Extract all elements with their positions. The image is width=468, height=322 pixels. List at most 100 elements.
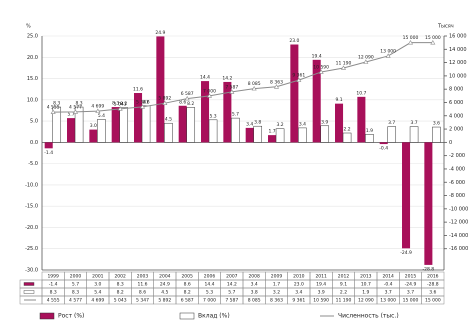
x-tick-label: 2002 bbox=[114, 274, 126, 280]
table-value: 4.5 bbox=[161, 290, 168, 296]
bar bbox=[134, 93, 143, 143]
bar bbox=[231, 117, 240, 143]
bar-value-label: 8.3 bbox=[112, 101, 119, 107]
line-marker bbox=[430, 40, 436, 45]
y2-tick-label: -14 000 bbox=[449, 233, 468, 239]
table-value: 8 085 bbox=[248, 298, 261, 304]
table-value: 9.1 bbox=[340, 282, 347, 288]
y-tick-label: -25.0 bbox=[25, 246, 38, 252]
table-value: 15 000 bbox=[425, 298, 441, 304]
table-value: 24.9 bbox=[160, 282, 170, 288]
legend-label: Рост (%) bbox=[58, 313, 84, 320]
table-value: 8.3 bbox=[72, 290, 79, 296]
table-value: 4 577 bbox=[69, 298, 82, 304]
bar-value-label: 3.0 bbox=[90, 123, 97, 129]
bar-value-label: 8.2 bbox=[187, 101, 194, 107]
x-tick-label: 2010 bbox=[293, 274, 305, 280]
bar bbox=[342, 132, 352, 143]
x-tick-label: 2004 bbox=[159, 274, 171, 280]
y-axis-label: % bbox=[26, 24, 31, 30]
bar bbox=[432, 126, 441, 143]
line-value-label: 13 000 bbox=[380, 48, 396, 54]
bar-value-label: 11.6 bbox=[133, 87, 143, 93]
y-tick-label: -20.0 bbox=[25, 225, 38, 231]
line-marker bbox=[95, 108, 101, 113]
line-marker bbox=[251, 86, 257, 91]
x-tick-label: 2011 bbox=[315, 274, 327, 280]
bar bbox=[52, 106, 62, 143]
line-value-label: 8 363 bbox=[270, 79, 283, 85]
legend-swatch bbox=[23, 282, 35, 286]
line-value-label: 5 347 bbox=[136, 99, 149, 105]
bar bbox=[312, 59, 321, 143]
table-value: 5.3 bbox=[206, 290, 213, 296]
legend-swatch bbox=[23, 290, 35, 294]
bar-value-label: 1.9 bbox=[366, 128, 373, 134]
bar-value-label: -1.4 bbox=[44, 150, 53, 156]
y-tick-label: -15.0 bbox=[25, 204, 38, 210]
line-value-label: 7 000 bbox=[203, 88, 216, 94]
table-value: -0.4 bbox=[384, 282, 393, 288]
bar-value-label: 5.7 bbox=[67, 112, 74, 118]
table-value: 14.4 bbox=[204, 282, 214, 288]
table-value: 3.4 bbox=[295, 290, 302, 296]
y2-tick-label: -2 000 bbox=[449, 153, 465, 159]
bar-value-label: 19.4 bbox=[312, 53, 322, 59]
table-value: 3.4 bbox=[251, 282, 258, 288]
line-marker bbox=[117, 106, 123, 111]
table-value: 5 043 bbox=[114, 298, 127, 304]
table-value: 15 000 bbox=[403, 298, 419, 304]
y2-tick-label: -16 000 bbox=[449, 246, 468, 252]
bar bbox=[186, 107, 196, 143]
line-marker bbox=[139, 104, 146, 109]
bar bbox=[44, 142, 53, 149]
table-value: 2.2 bbox=[340, 290, 347, 296]
x-tick-label: 2016 bbox=[427, 274, 439, 280]
line-value-label: 7 587 bbox=[225, 84, 238, 90]
y-tick-label: 20.0 bbox=[27, 55, 38, 61]
table-value: 8.6 bbox=[139, 290, 146, 296]
line-marker bbox=[206, 93, 213, 98]
bar-value-label: 8.3 bbox=[53, 101, 60, 107]
bar bbox=[223, 81, 232, 143]
table-value: 3.7 bbox=[407, 290, 414, 296]
bar bbox=[365, 134, 374, 143]
line-value-label: 10 590 bbox=[313, 64, 329, 70]
bar-value-label: 1.7 bbox=[268, 129, 275, 135]
bar bbox=[178, 105, 187, 143]
bar-value-label: 10.7 bbox=[356, 90, 366, 96]
bar-value-label: 3.4 bbox=[299, 121, 306, 127]
line-marker bbox=[50, 109, 56, 114]
bar-value-label: 8.3 bbox=[75, 101, 82, 107]
bar-value-label: 2.2 bbox=[343, 127, 350, 133]
y2-tick-label: 0 bbox=[449, 140, 452, 146]
table-value: 3.6 bbox=[429, 290, 436, 296]
table-value: 11.6 bbox=[137, 282, 147, 288]
bar bbox=[253, 125, 263, 143]
bar bbox=[424, 142, 433, 265]
line-value-label: 4 555 bbox=[47, 105, 60, 111]
table-value: -24.9 bbox=[405, 282, 417, 288]
bar-value-label: 3.2 bbox=[276, 122, 283, 128]
table-cell bbox=[421, 295, 445, 305]
bar bbox=[290, 44, 299, 143]
line-value-label: 15 000 bbox=[425, 35, 441, 41]
bar-value-label: 5.7 bbox=[232, 112, 239, 118]
table-value: 19.4 bbox=[316, 282, 326, 288]
bar bbox=[387, 126, 397, 143]
bar-value-label: -24.9 bbox=[400, 250, 412, 256]
table-value: 5 892 bbox=[158, 298, 171, 304]
table-value: 3.0 bbox=[94, 282, 101, 288]
x-tick-label: 2001 bbox=[92, 274, 104, 280]
bar-value-label: 3.4 bbox=[246, 121, 253, 127]
legend-swatch bbox=[179, 312, 195, 320]
bar bbox=[97, 119, 106, 143]
table-value: 14.2 bbox=[227, 282, 237, 288]
bar-value-label: 24.9 bbox=[155, 30, 165, 36]
x-tick-label: 1999 bbox=[47, 274, 59, 280]
bar-value-label: 3.8 bbox=[254, 120, 261, 126]
y2-tick-label: 12 000 bbox=[449, 60, 467, 66]
line-value-label: 9 361 bbox=[292, 73, 305, 79]
bar-value-label: -0.4 bbox=[379, 146, 388, 152]
